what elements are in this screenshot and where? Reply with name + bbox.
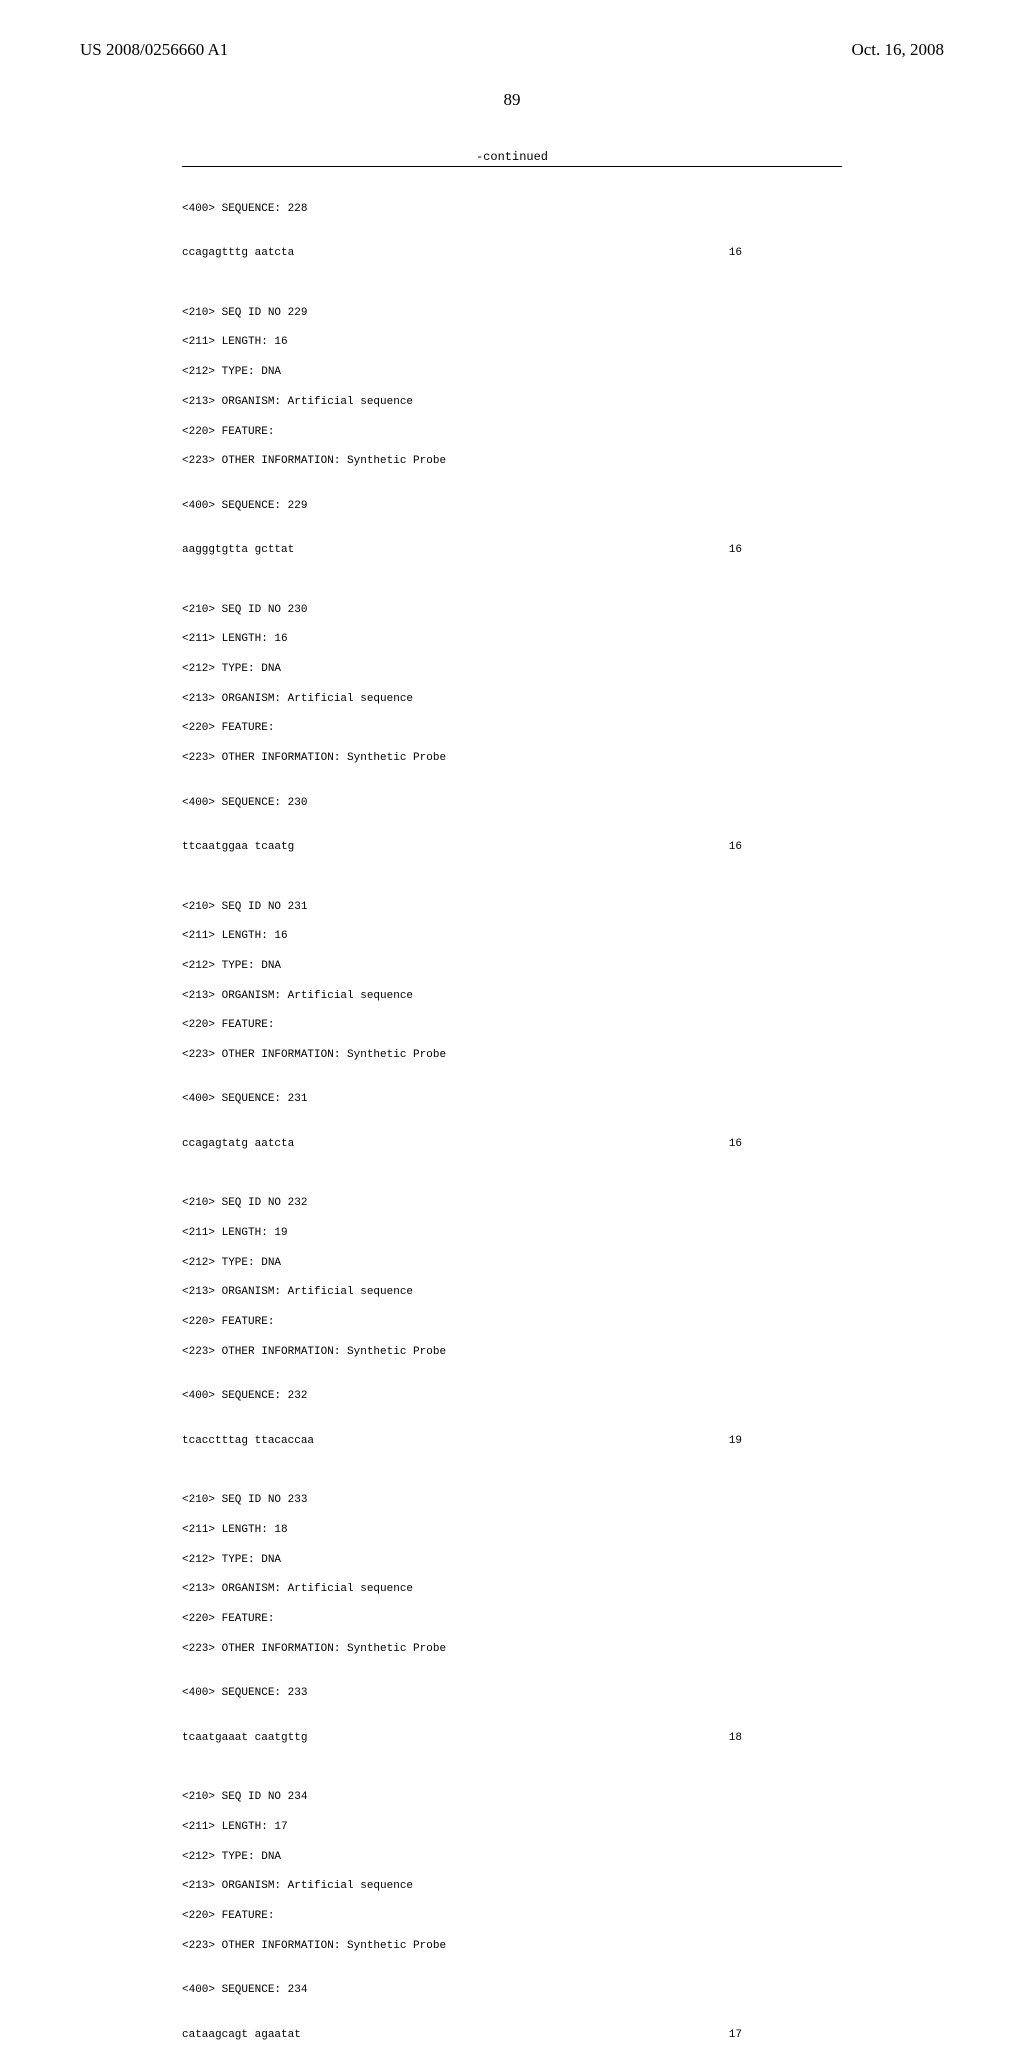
length-value: 18 xyxy=(729,1731,742,1746)
meta-line: <211> LENGTH: 16 xyxy=(182,335,842,350)
meta-line: <212> TYPE: DNA xyxy=(182,365,842,380)
meta-line: <212> TYPE: DNA xyxy=(182,1256,842,1271)
sequence-line: aagggtgtta gcttat xyxy=(182,543,294,558)
meta-line: <212> TYPE: DNA xyxy=(182,1850,842,1865)
meta-line: <223> OTHER INFORMATION: Synthetic Probe xyxy=(182,1345,842,1360)
header-section: US 2008/0256660 A1 Oct. 16, 2008 xyxy=(80,40,944,60)
sequence-row: cataagcagt agaatat 17 xyxy=(182,2028,742,2043)
meta-line: <223> OTHER INFORMATION: Synthetic Probe xyxy=(182,454,842,469)
divider xyxy=(182,166,842,167)
meta-line: <211> LENGTH: 19 xyxy=(182,1226,842,1241)
meta-line: <213> ORGANISM: Artificial sequence xyxy=(182,1285,842,1300)
length-value: 19 xyxy=(729,1434,742,1449)
sequence-line: ccagagtatg aatcta xyxy=(182,1137,294,1152)
meta-line: <211> LENGTH: 16 xyxy=(182,632,842,647)
continued-label: -continued xyxy=(80,150,944,164)
sequence-row: ccagagtatg aatcta 16 xyxy=(182,1137,742,1152)
length-value: 17 xyxy=(729,2028,742,2043)
meta-line: <220> FEATURE: xyxy=(182,1315,842,1330)
length-value: 16 xyxy=(729,840,742,855)
sequence-row: aagggtgtta gcttat 16 xyxy=(182,543,742,558)
meta-line: <210> SEQ ID NO 232 xyxy=(182,1196,842,1211)
sequence-line: ccagagtttg aatcta xyxy=(182,246,294,261)
sequence-content: <400> SEQUENCE: 228 ccagagtttg aatcta16 … xyxy=(182,187,842,2057)
meta-line: <210> SEQ ID NO 229 xyxy=(182,306,842,321)
sequence-line: tcaatgaaat caatgttg xyxy=(182,1731,307,1746)
meta-line: <213> ORGANISM: Artificial sequence xyxy=(182,1879,842,1894)
meta-line: <211> LENGTH: 17 xyxy=(182,1820,842,1835)
meta-line: <213> ORGANISM: Artificial sequence xyxy=(182,1582,842,1597)
seq-header: <400> SEQUENCE: 231 xyxy=(182,1092,842,1107)
meta-line: <211> LENGTH: 18 xyxy=(182,1523,842,1538)
meta-line: <220> FEATURE: xyxy=(182,721,842,736)
meta-line: <212> TYPE: DNA xyxy=(182,1553,842,1568)
meta-line: <212> TYPE: DNA xyxy=(182,959,842,974)
seq-header: <400> SEQUENCE: 232 xyxy=(182,1389,842,1404)
publication-date: Oct. 16, 2008 xyxy=(851,40,944,60)
sequence-line: ttcaatggaa tcaatg xyxy=(182,840,294,855)
meta-line: <212> TYPE: DNA xyxy=(182,662,842,677)
meta-line: <223> OTHER INFORMATION: Synthetic Probe xyxy=(182,1642,842,1657)
seq-header: <400> SEQUENCE: 234 xyxy=(182,1983,842,1998)
sequence-line: cataagcagt agaatat xyxy=(182,2028,301,2043)
sequence-line: tcacctttag ttacaccaa xyxy=(182,1434,314,1449)
seq-header: <400> SEQUENCE: 228 xyxy=(182,202,842,217)
sequence-row: ttcaatggaa tcaatg 16 xyxy=(182,840,742,855)
meta-line: <220> FEATURE: xyxy=(182,1018,842,1033)
seq-header: <400> SEQUENCE: 230 xyxy=(182,796,842,811)
length-value: 16 xyxy=(729,246,742,261)
application-number: US 2008/0256660 A1 xyxy=(80,40,228,60)
meta-line: <210> SEQ ID NO 234 xyxy=(182,1790,842,1805)
sequence-row: ccagagtttg aatcta 16 xyxy=(182,246,742,261)
meta-line: <213> ORGANISM: Artificial sequence xyxy=(182,989,842,1004)
page-number: 89 xyxy=(80,90,944,110)
meta-line: <210> SEQ ID NO 233 xyxy=(182,1493,842,1508)
meta-line: <220> FEATURE: xyxy=(182,1612,842,1627)
seq-header: <400> SEQUENCE: 233 xyxy=(182,1686,842,1701)
meta-line: <223> OTHER INFORMATION: Synthetic Probe xyxy=(182,751,842,766)
meta-line: <220> FEATURE: xyxy=(182,425,842,440)
length-value: 16 xyxy=(729,543,742,558)
meta-line: <210> SEQ ID NO 230 xyxy=(182,603,842,618)
meta-line: <213> ORGANISM: Artificial sequence xyxy=(182,395,842,410)
meta-line: <210> SEQ ID NO 231 xyxy=(182,900,842,915)
meta-line: <223> OTHER INFORMATION: Synthetic Probe xyxy=(182,1048,842,1063)
length-value: 16 xyxy=(729,1137,742,1152)
meta-line: <220> FEATURE: xyxy=(182,1909,842,1924)
meta-line: <213> ORGANISM: Artificial sequence xyxy=(182,692,842,707)
meta-line: <211> LENGTH: 16 xyxy=(182,929,842,944)
meta-line: <223> OTHER INFORMATION: Synthetic Probe xyxy=(182,1939,842,1954)
seq-header: <400> SEQUENCE: 229 xyxy=(182,499,842,514)
sequence-row: tcaatgaaat caatgttg 18 xyxy=(182,1731,742,1746)
sequence-row: tcacctttag ttacaccaa 19 xyxy=(182,1434,742,1449)
